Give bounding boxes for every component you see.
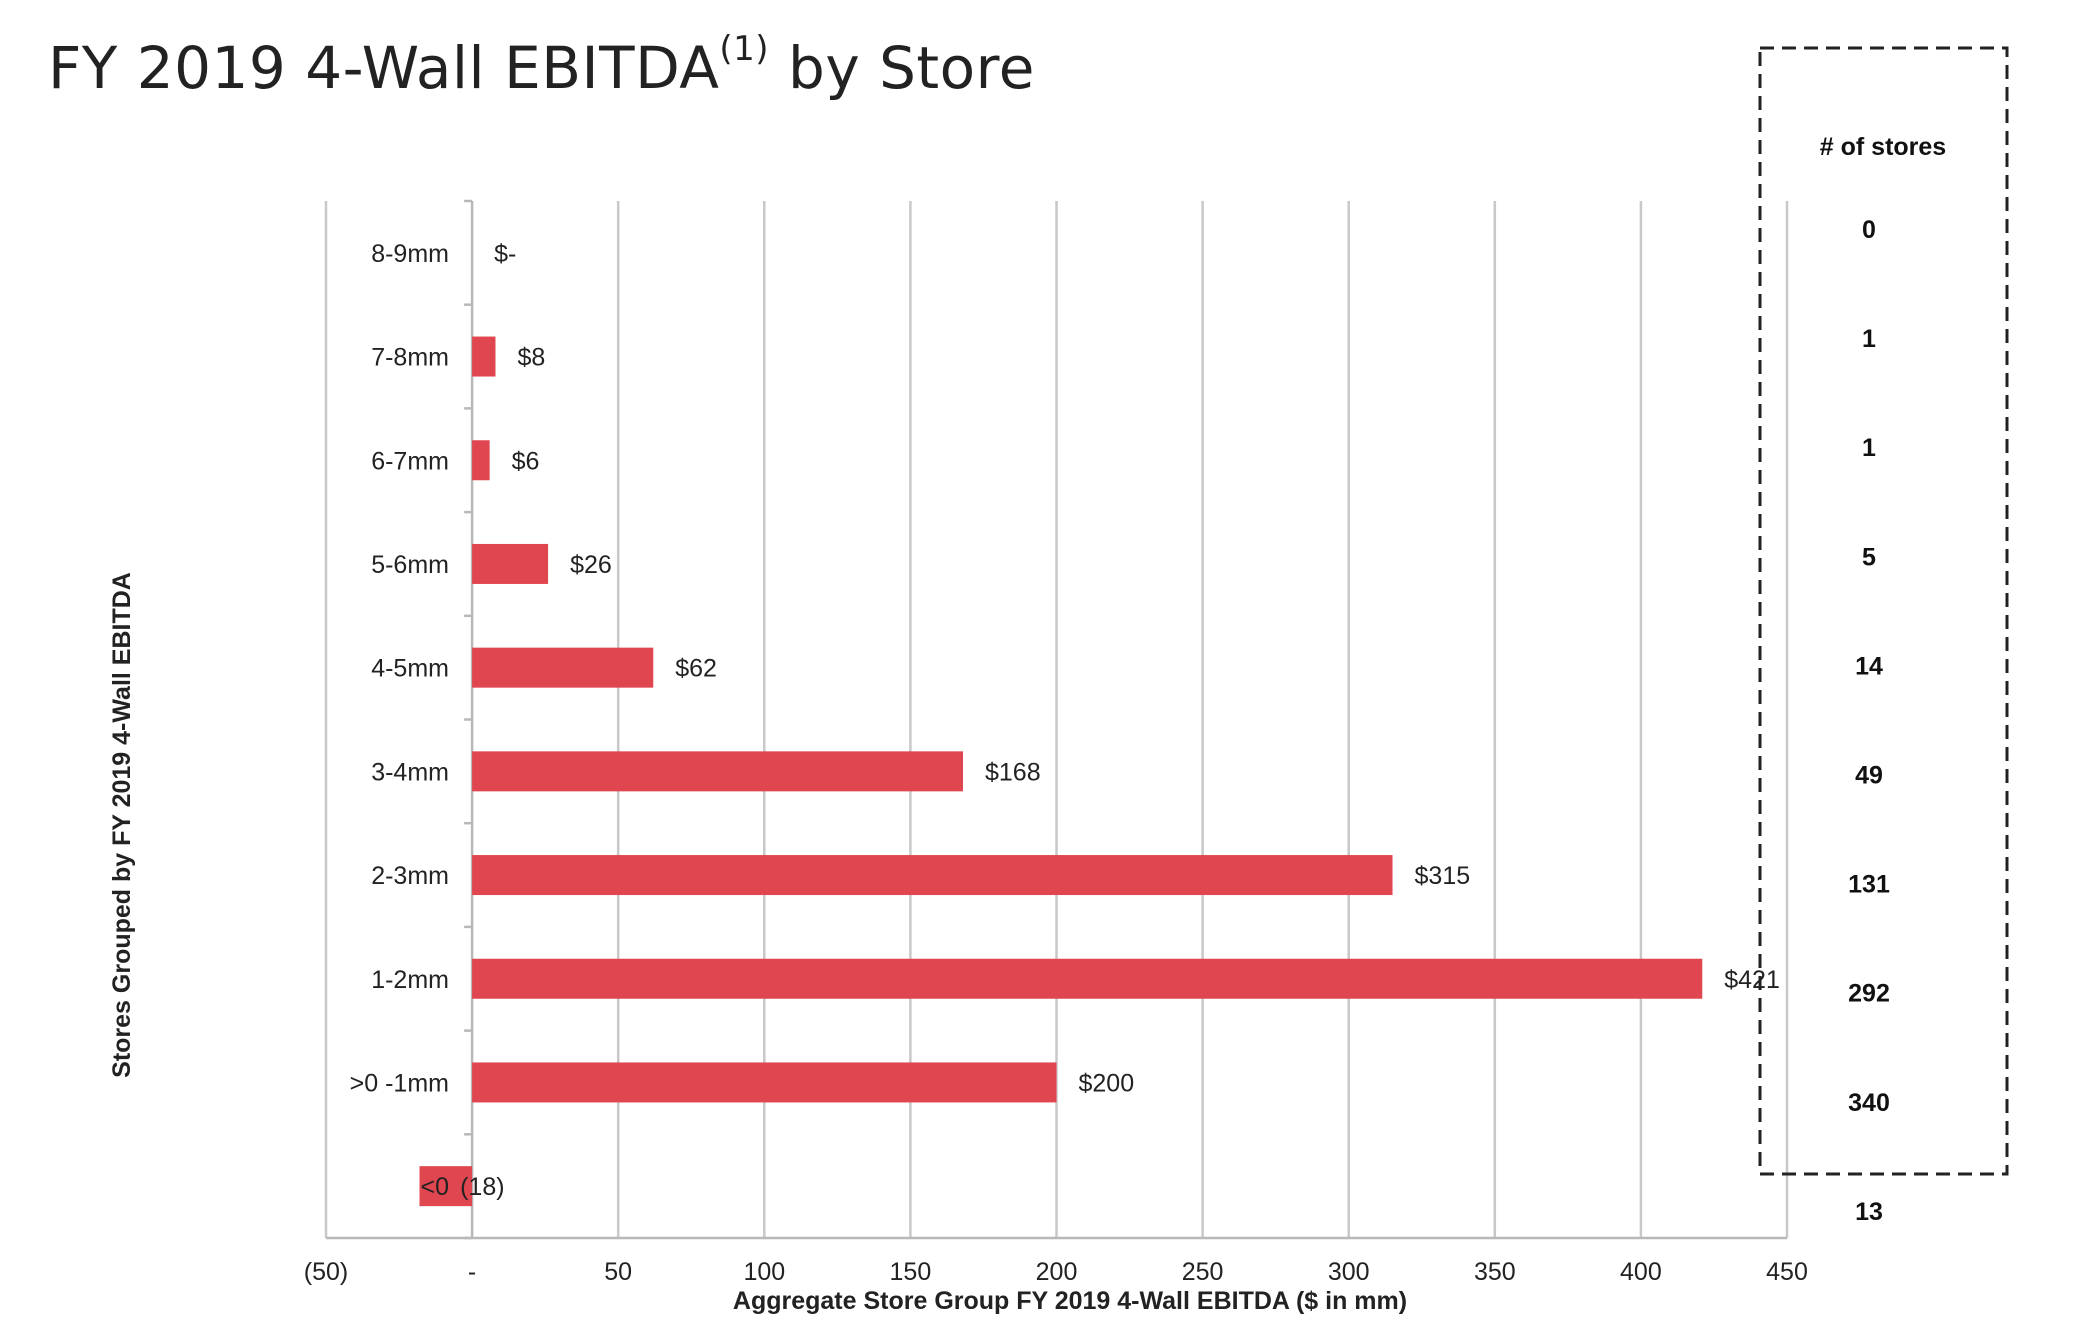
store-count: 340 [1848,1089,1890,1117]
bar [472,958,1703,999]
category-label: 8-9mm [371,240,449,268]
category-label: <0 [420,1173,449,1201]
x-tick-label: 150 [890,1258,932,1286]
category-label: 5-6mm [371,551,449,579]
title-footnote-marker: (1) [719,29,770,69]
data-label: $168 [985,758,1041,786]
title-suffix: by Store [769,34,1035,102]
bar [472,647,654,688]
x-tick-label: 200 [1036,1258,1078,1286]
bars [419,336,1703,1207]
bar [472,336,496,377]
x-tick-label: - [468,1258,476,1286]
bar [472,543,549,584]
x-tick-label: (50) [304,1258,348,1286]
x-tick-label: 300 [1328,1258,1370,1286]
store-count: 131 [1848,871,1890,899]
store-count: 5 [1862,543,1876,571]
store-count: 1 [1862,434,1876,462]
category-label: 1-2mm [371,966,449,994]
page-title: FY 2019 4-Wall EBITDA(1) by Store [48,32,1035,102]
data-label: $315 [1415,862,1471,890]
bar [472,855,1393,896]
data-label: $200 [1079,1069,1135,1097]
x-tick-labels: (50) - 50 100 150 200 250 300 350 400 450 [304,1258,1808,1286]
category-label: 4-5mm [371,655,449,683]
store-count: 0 [1862,216,1876,244]
category-label: >0 -1mm [350,1069,449,1097]
category-labels: 8-9mm 7-8mm 6-7mm 5-6mm 4-5mm 3-4mm 2-3mm 1-2mm… [350,240,449,1201]
x-tick-label: 450 [1766,1258,1808,1286]
category-label: 3-4mm [371,758,449,786]
data-label: (18) [460,1173,504,1201]
bar [472,751,963,792]
x-axis-label: Aggregate Store Group FY 2019 4-Wall EBI… [733,1287,1407,1315]
data-label: $421 [1724,966,1780,994]
store-count: 292 [1848,980,1890,1008]
data-label: $62 [675,655,717,683]
y-axis-label: Stores Grouped by FY 2019 4-Wall EBITDA [108,572,136,1078]
category-label: 7-8mm [371,344,449,372]
store-count-header: # of stores [1820,133,1946,161]
category-label: 6-7mm [371,447,449,475]
data-labels: $- $8 $6 $26 $62 $168 $315 $421 $200 (18) [460,240,1780,1201]
x-tick-label: 100 [743,1258,785,1286]
store-count: 13 [1855,1198,1883,1226]
data-label: $- [494,240,516,268]
store-count: 49 [1855,762,1883,790]
x-tick-label: 350 [1474,1258,1516,1286]
store-count: 1 [1862,325,1876,353]
data-label: $6 [512,447,540,475]
x-tick-label: 50 [604,1258,632,1286]
category-label: 2-3mm [371,862,449,890]
bar [472,440,490,481]
bar [419,1166,473,1207]
store-count: 14 [1855,652,1883,680]
bar [472,1062,1057,1103]
x-tick-label: 400 [1620,1258,1662,1286]
x-tick-label: 250 [1182,1258,1224,1286]
data-label: $26 [570,551,612,579]
title-main: FY 2019 4-Wall EBITDA [48,34,720,102]
data-label: $8 [517,344,545,372]
store-counts: 0 1 1 5 14 49 131 292 340 13 [1848,216,1890,1226]
store-count-box [1758,46,2009,1176]
